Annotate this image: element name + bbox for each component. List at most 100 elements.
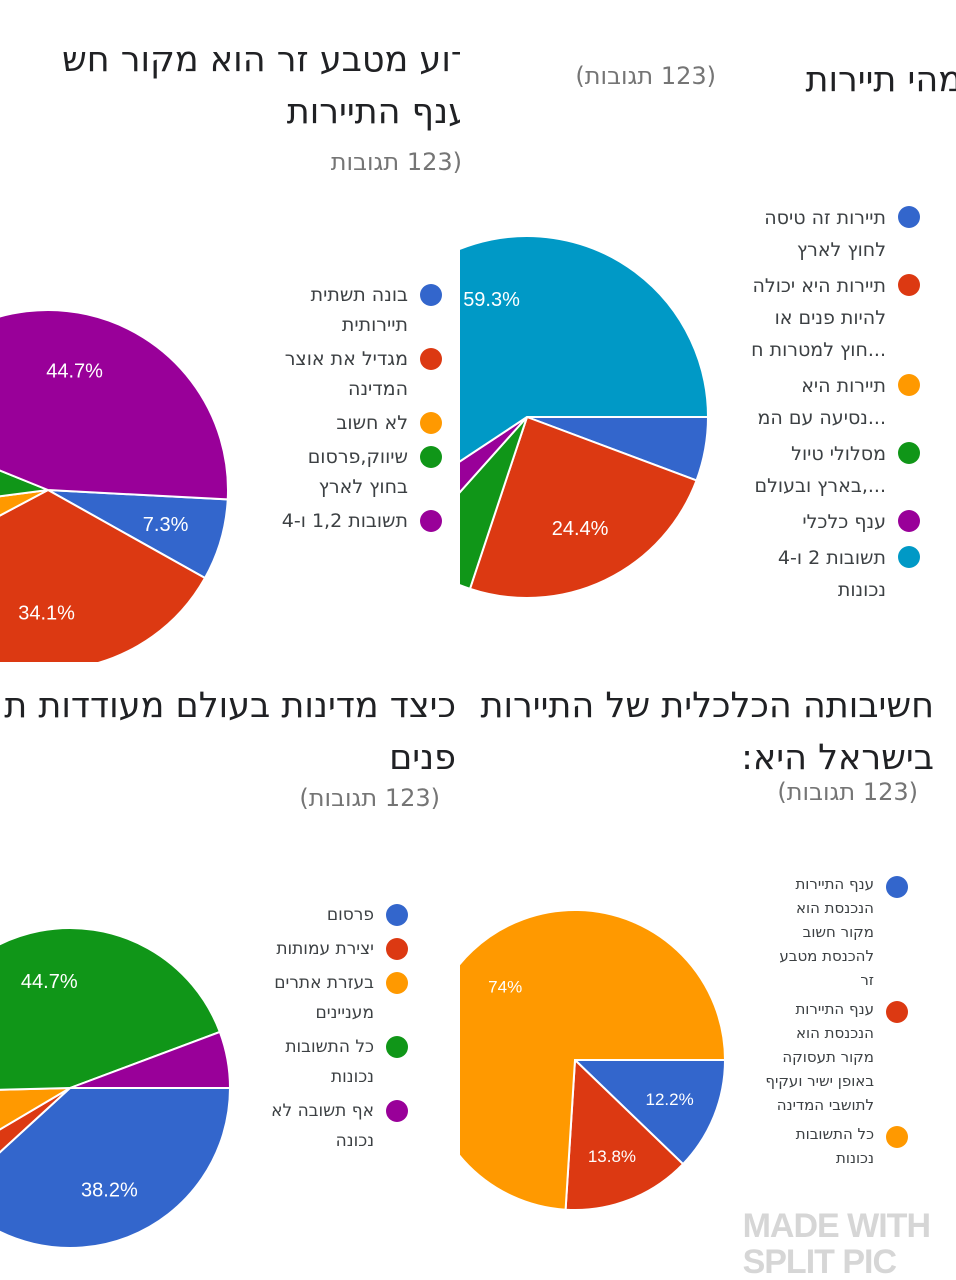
legend-dot-icon [420,412,442,434]
legend-label: להיות פנים או [774,307,886,329]
legend-label: נכונות [330,1067,374,1087]
pie-slice[interactable] [468,415,698,599]
legend-label: זר [860,971,874,989]
legend-item[interactable]: אף תשובה לא נכונה [271,1096,408,1156]
legend-item[interactable]: תשובות 2 ו-4 נכונות [751,542,920,606]
legend-dot-icon [898,442,920,464]
legend-dot-icon [898,274,920,296]
legend-label: לא חשוב [336,412,408,434]
legend-item[interactable]: לא חשוב [282,408,442,438]
title-line: חשיבותה הכלכלית של התיירות [480,686,934,726]
legend-item[interactable]: בונה תשתית תיירותית [282,280,442,340]
legend: ענף התיירות הנכנסת הוא מקור חשוב להכנסת מטב… [765,872,908,1175]
pie-chart: 38.2% 44.7% [0,927,232,1249]
slice-label: 59.3% [463,289,520,311]
legend-label: פרסום [326,905,374,925]
legend-item[interactable]: כל התשובות נכונות [765,1122,908,1170]
pie-slice[interactable] [0,309,229,501]
legend-item[interactable]: תיירות זה טיסה לחוץ לארץ [751,202,920,266]
legend-label: מעניינים [315,1003,375,1023]
pie-slice[interactable] [0,1087,232,1249]
legend-dot-icon [386,904,408,926]
legend-item[interactable]: תשובות 1,2 ו-4 [282,506,442,536]
legend-label: תשובות 2 ו-4 [777,547,886,569]
pie-slice[interactable] [460,235,710,517]
legend-label: המדינה [348,378,408,400]
legend-item[interactable]: בעזרת אתרים מעניינים [271,968,408,1028]
legend-label: בונה תשתית [310,284,408,306]
watermark-line: SPLIT PIC [742,1243,897,1280]
legend-dot-icon [898,374,920,396]
pie-slice[interactable] [69,1030,232,1089]
title-line: דוע מטבע זר הוא מקור חש [61,40,470,80]
legend-label: תיירותית [341,314,408,336]
chart-title: דוע מטבע זר הוא מקור חש ענף התיירות [62,34,470,138]
legend-item[interactable]: שיווק,פרסום בחוץ לארץ [282,442,442,502]
legend-dot-icon [898,546,920,568]
legend-dot-icon [420,284,442,306]
legend-label: מסלולי טיול [791,443,886,465]
pie-slice[interactable] [0,489,49,574]
legend-item[interactable]: תיירות היא יכולה להיות פנים או ...חוץ למטר… [751,270,920,366]
legend-label: בחוץ לארץ [318,476,408,498]
legend-item[interactable]: ענף התיירות הנכנסת הוא מקור תעסוקה באופן יש… [765,997,908,1117]
legend-item[interactable]: תיירות היא ...נסיעה עם המ [751,370,920,434]
legend-label: ...חוץ למטרות ח [751,339,886,361]
chart-title: חשיבותה הכלכלית של התיירות בישראל היא: [480,680,934,784]
pie-slice[interactable] [0,927,222,1092]
legend-label: ...,בארץ ובעולם [754,475,887,497]
legend-dot-icon [420,348,442,370]
legend-label: תשובות 1,2 ו-4 [281,510,408,532]
legend-item[interactable]: מגדיל את אוצר המדינה [282,344,442,404]
legend-item[interactable]: מסלולי טיול ...,בארץ ובעולם [751,438,920,502]
response-count: (123 תגובות) [299,784,440,812]
legend-dot-icon [420,510,442,532]
legend-label: מגדיל את אוצר [284,348,408,370]
legend-item[interactable]: יצירת עמותות [271,934,408,964]
legend-label: מקור תעסוקה [782,1048,874,1066]
legend-label: אף תשובה לא [271,1101,374,1121]
legend-dot-icon [386,938,408,960]
legend-item[interactable]: ענף כלכלי [751,506,920,538]
legend-dot-icon [886,1001,908,1023]
legend-label: ...נסיעה עם המ [757,407,886,429]
legend-item[interactable]: כל התשובות נכונות [271,1032,408,1092]
pie-slice[interactable] [460,416,528,591]
legend: פרסום יצירת עמותות בעזרת אתרים מעניינים כל ה… [271,900,408,1160]
legend-label: באופן ישיר ועקיף [765,1072,874,1090]
chart-title: מהי תיירות [805,54,956,106]
title-line: כיצד מדינות בעולם מעודדות ת [4,686,456,726]
legend-label: תיירות זה טיסה [764,207,886,229]
pie-slice[interactable] [564,1057,685,1211]
legend-label: הנכנסת הוא [795,899,874,917]
watermark-line: MADE WITH [742,1207,931,1245]
pie-slice[interactable] [572,1059,727,1166]
legend-dot-icon [886,1126,908,1148]
title-line: פנים [389,738,456,778]
legend-dot-icon [386,972,408,994]
pie-slice[interactable] [0,1087,71,1196]
legend-item[interactable]: ענף התיירות הנכנסת הוא מקור חשוב להכנסת מטב… [765,872,908,992]
legend-dot-icon [886,876,908,898]
legend-item[interactable]: פרסום [271,900,408,930]
legend-dot-icon [898,206,920,228]
pie-slice[interactable] [0,422,52,513]
response-count: (123 תגובות) [777,778,918,806]
slice-label: 44.7% [46,361,103,383]
pie-slice[interactable] [460,909,727,1211]
chart-title: כיצד מדינות בעולם מעודדות ת פנים [4,680,456,784]
legend-label: ענף התיירות [795,875,874,893]
pie-slice[interactable] [460,416,528,552]
chart-panel-economic-importance: 12.2% 13.8% 74% חשיבותה הכלכלית של התיירות… [460,662,956,1280]
response-count: (123 תגובות [330,148,462,176]
legend-label: נכונות [837,579,886,601]
legend-label: תיירות היא [801,375,886,397]
pie-chart: 12.2% 13.8% 74% [460,909,727,1211]
legend: תיירות זה טיסה לחוץ לארץ תיירות היא יכולה ל… [751,202,920,610]
slice-label: 7.3% [143,514,189,536]
legend-label: לתושבי המדינה [776,1096,874,1114]
legend-label: כל התשובות [285,1037,374,1057]
pie-slice[interactable] [0,1086,74,1169]
pie-slice[interactable] [0,488,207,662]
legend: בונה תשתית תיירותית מגדיל את אוצר המדינה לא … [282,280,442,540]
